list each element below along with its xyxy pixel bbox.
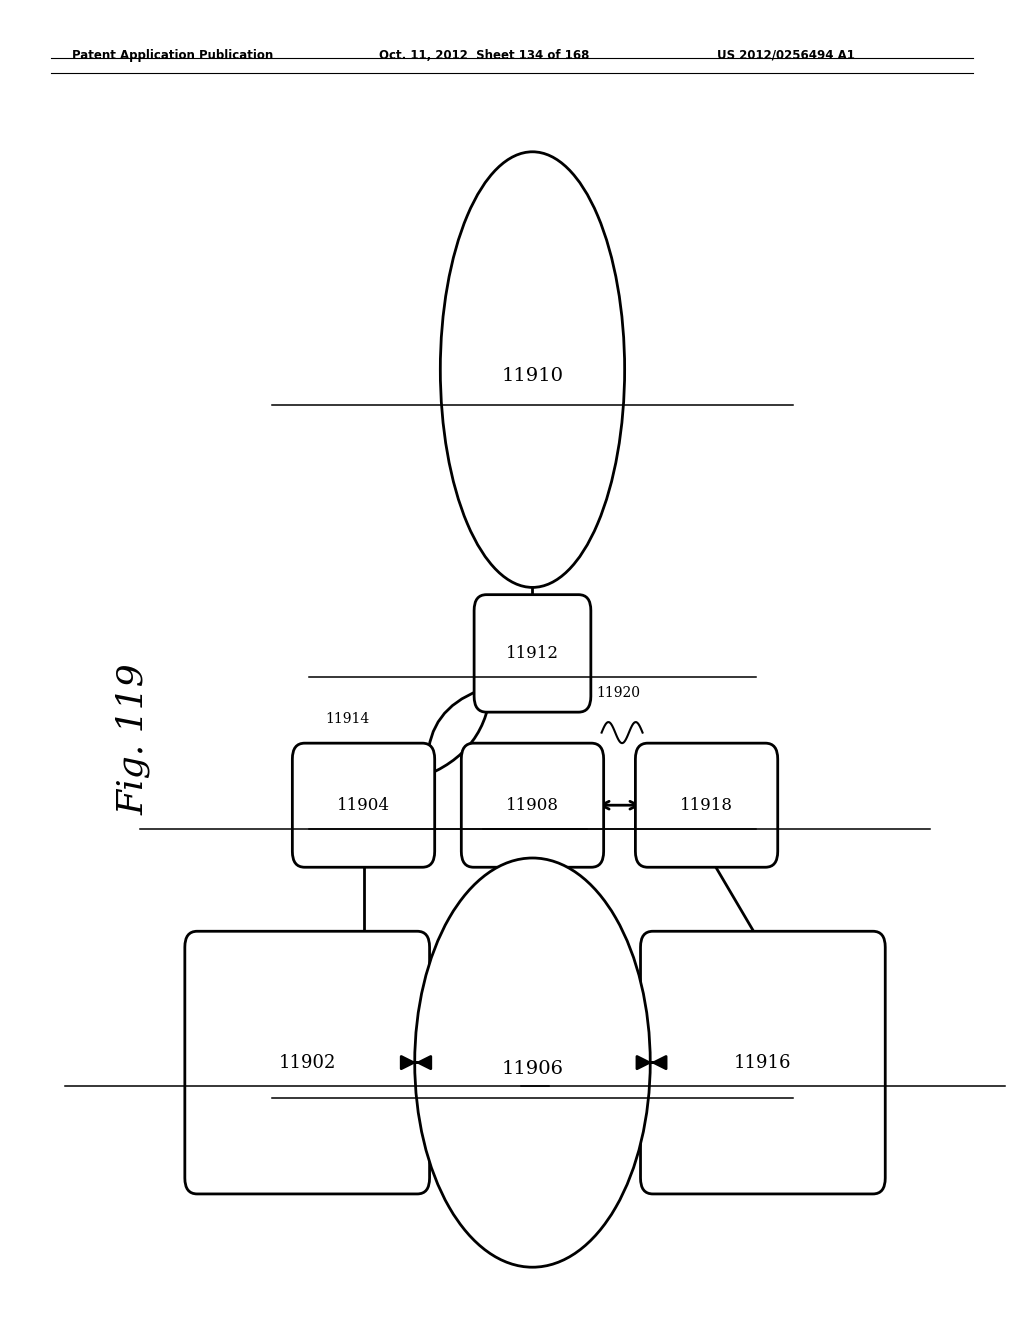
Text: Patent Application Publication: Patent Application Publication bbox=[72, 49, 273, 62]
Text: 11902: 11902 bbox=[279, 1053, 336, 1072]
Text: 11904: 11904 bbox=[337, 797, 390, 813]
Text: 11916: 11916 bbox=[734, 1053, 792, 1072]
Text: 11912: 11912 bbox=[506, 645, 559, 661]
Text: 11906: 11906 bbox=[502, 1060, 563, 1078]
FancyBboxPatch shape bbox=[293, 743, 434, 867]
Text: 11908: 11908 bbox=[506, 797, 559, 813]
Text: 11910: 11910 bbox=[502, 367, 563, 385]
Text: US 2012/0256494 A1: US 2012/0256494 A1 bbox=[717, 49, 855, 62]
FancyBboxPatch shape bbox=[641, 932, 885, 1193]
Text: 11914: 11914 bbox=[326, 711, 370, 726]
FancyBboxPatch shape bbox=[635, 743, 778, 867]
FancyBboxPatch shape bbox=[184, 932, 430, 1193]
Text: Oct. 11, 2012  Sheet 134 of 168: Oct. 11, 2012 Sheet 134 of 168 bbox=[379, 49, 589, 62]
Text: 11918: 11918 bbox=[680, 797, 733, 813]
Text: Fig. 119: Fig. 119 bbox=[116, 664, 151, 814]
Text: 11920: 11920 bbox=[596, 685, 640, 700]
FancyBboxPatch shape bbox=[474, 594, 591, 713]
Ellipse shape bbox=[415, 858, 650, 1267]
FancyBboxPatch shape bbox=[461, 743, 604, 867]
Ellipse shape bbox=[440, 152, 625, 587]
